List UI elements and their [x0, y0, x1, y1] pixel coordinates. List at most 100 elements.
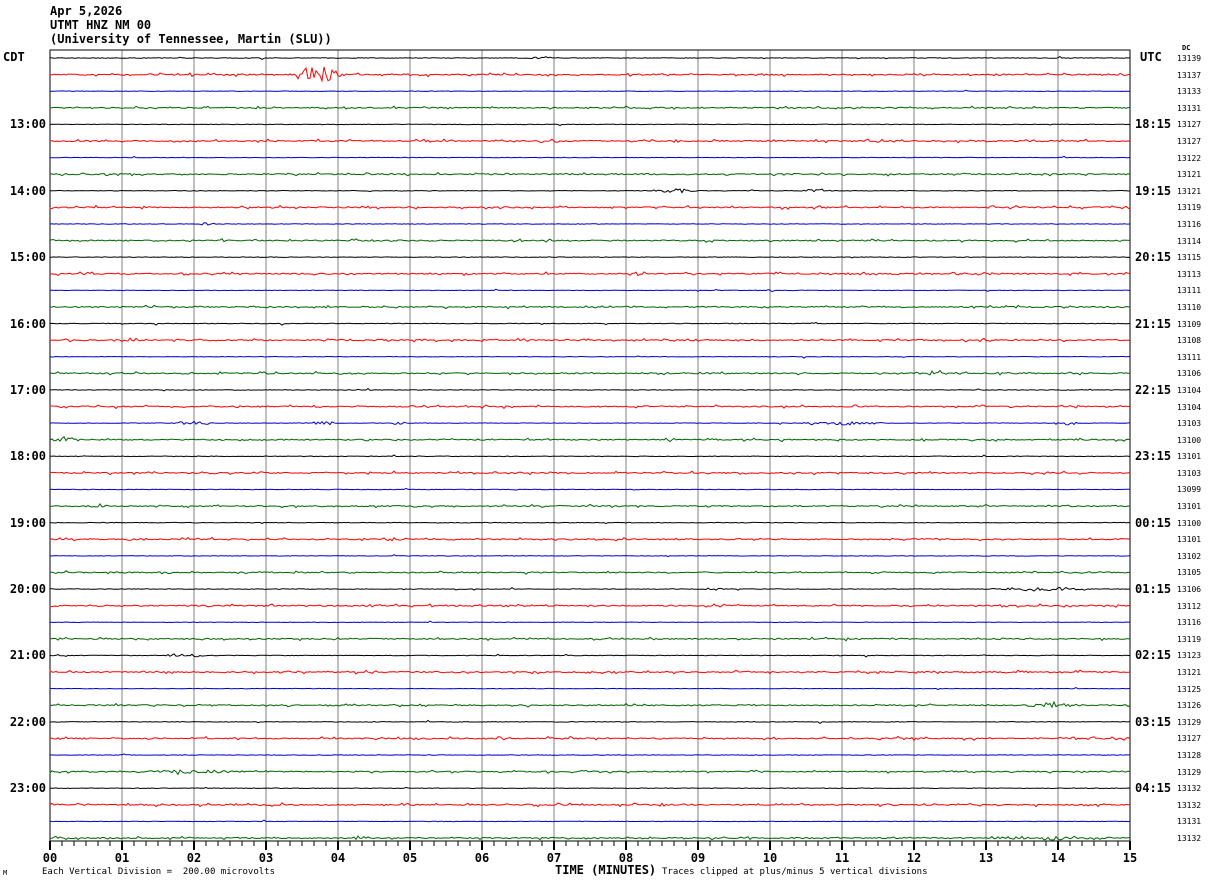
- cdt-hour-label: 15:00: [9, 250, 46, 264]
- dc-offset-value: 13122: [1177, 154, 1202, 163]
- clip-note: Traces clipped at plus/minus 5 vertical …: [662, 867, 928, 877]
- trace-row-blue: [49, 687, 1131, 691]
- dc-offset-value: 13099: [1177, 485, 1202, 494]
- trace-row-green: [49, 304, 1131, 310]
- cdt-hour-label: 23:00: [9, 781, 46, 795]
- dc-offset-value: 13103: [1177, 469, 1202, 478]
- cdt-hour-label: 19:00: [9, 516, 46, 530]
- dc-offset-value: 13101: [1177, 502, 1202, 511]
- dc-offset-value: 13127: [1177, 120, 1202, 129]
- trace-row-black: [49, 321, 1131, 326]
- trace-row-black: [49, 653, 1131, 658]
- dc-offset-value: 13104: [1177, 386, 1202, 395]
- trace-row-green: [49, 238, 1131, 243]
- trace-row-green: [49, 769, 1131, 776]
- trace-row-red: [49, 271, 1131, 277]
- trace-row-red: [49, 66, 1131, 83]
- trace-row-black: [49, 256, 1131, 259]
- trace-row-green: [49, 835, 1130, 841]
- dc-offset-value: 13132: [1177, 801, 1202, 810]
- dc-offset-value: 13127: [1177, 734, 1202, 743]
- dc-offset-value: 13132: [1177, 834, 1202, 843]
- trace-row-red: [49, 204, 1131, 210]
- minute-tick-label: 14: [1050, 851, 1066, 865]
- utc-hour-label: 02:15: [1135, 648, 1172, 662]
- dc-offset-value: 13121: [1177, 187, 1202, 196]
- trace-row-red: [49, 669, 1130, 675]
- cdt-hour-label: 21:00: [9, 648, 46, 662]
- cdt-hour-label: 13:00: [9, 117, 46, 131]
- utc-hour-label: 23:15: [1135, 449, 1172, 463]
- dc-offset-value: 13129: [1177, 768, 1202, 777]
- dc-offset-value: 13129: [1177, 718, 1202, 727]
- trace-row-black: [49, 123, 1131, 127]
- trace-row-green: [49, 436, 1131, 443]
- minute-tick-label: 09: [690, 851, 706, 865]
- dc-offset-value: 13101: [1177, 535, 1202, 544]
- dc-offset-value: 13139: [1177, 54, 1202, 63]
- trace-row-blue: [49, 288, 1131, 293]
- dc-offset-value: 13131: [1177, 104, 1202, 113]
- minute-tick-label: 01: [114, 851, 130, 865]
- dc-offset-value: 13121: [1177, 668, 1202, 677]
- trace-row-black: [49, 521, 1131, 525]
- utc-hour-label: 03:15: [1135, 715, 1172, 729]
- trace-row-red: [49, 337, 1131, 343]
- utc-hour-label: 19:15: [1135, 184, 1172, 198]
- dc-offset-value: 13109: [1177, 320, 1202, 329]
- utc-hour-label: 21:15: [1135, 317, 1172, 331]
- trace-row-blue: [49, 155, 1131, 159]
- dc-offset-value: 13112: [1177, 602, 1202, 611]
- dc-offset-value: 13131: [1177, 817, 1202, 826]
- dc-offset-value: 13119: [1177, 203, 1202, 212]
- minute-tick-label: 10: [762, 851, 778, 865]
- trace-row-red: [49, 802, 1131, 808]
- dc-offset-value: 13126: [1177, 701, 1202, 710]
- trace-row-blue: [49, 487, 1130, 491]
- cdt-hour-label: 18:00: [9, 449, 46, 463]
- dc-offset-value: 13111: [1177, 353, 1202, 362]
- dc-offset-value: 13105: [1177, 568, 1202, 577]
- minute-tick-label: 13: [978, 851, 994, 865]
- dc-offset-value: 13116: [1177, 220, 1202, 229]
- trace-row-black: [50, 387, 1131, 392]
- utc-hour-label: 18:15: [1135, 117, 1172, 131]
- trace-row-black: [49, 586, 1131, 592]
- dc-offset-value: 13132: [1177, 784, 1202, 793]
- trace-row-blue: [50, 89, 1131, 92]
- dc-offset-value: 13114: [1177, 237, 1202, 246]
- minute-tick-label: 07: [546, 851, 562, 865]
- dc-offset-value: 13125: [1177, 685, 1202, 694]
- trace-row-red: [49, 404, 1131, 410]
- trace-row-black: [49, 719, 1131, 725]
- dc-offset-value: 13137: [1177, 71, 1202, 80]
- utc-hour-label: 20:15: [1135, 250, 1172, 264]
- trace-row-blue: [49, 355, 1131, 359]
- trace-row-blue: [49, 819, 1131, 823]
- trace-row-blue: [49, 753, 1131, 756]
- trace-row-blue: [49, 420, 1130, 426]
- utc-hour-label: 01:15: [1135, 582, 1172, 596]
- trace-row-green: [49, 636, 1131, 642]
- trace-row-green: [49, 105, 1131, 110]
- cdt-hour-label: 17:00: [9, 383, 46, 397]
- utc-hour-label: 04:15: [1135, 781, 1172, 795]
- trace-row-red: [49, 735, 1131, 742]
- dc-offset-value: 13110: [1177, 303, 1202, 312]
- scale-note: Each Vertical Division = 200.00 microvol…: [42, 867, 275, 877]
- trace-row-red: [49, 470, 1131, 476]
- cdt-hour-label: 14:00: [9, 184, 46, 198]
- minute-tick-label: 06: [474, 851, 490, 865]
- trace-row-black: [49, 56, 1131, 60]
- dc-offset-value: 13116: [1177, 618, 1202, 627]
- minute-tick-label: 00: [42, 851, 58, 865]
- trace-row-green: [49, 171, 1131, 177]
- trace-row-blue: [49, 554, 1131, 558]
- trace-row-black: [49, 786, 1131, 790]
- trace-row-black: [49, 188, 1131, 194]
- watermark-glyph: M: [3, 869, 8, 877]
- minute-tick-label: 15: [1122, 851, 1138, 865]
- x-axis-title: TIME (MINUTES): [555, 863, 657, 877]
